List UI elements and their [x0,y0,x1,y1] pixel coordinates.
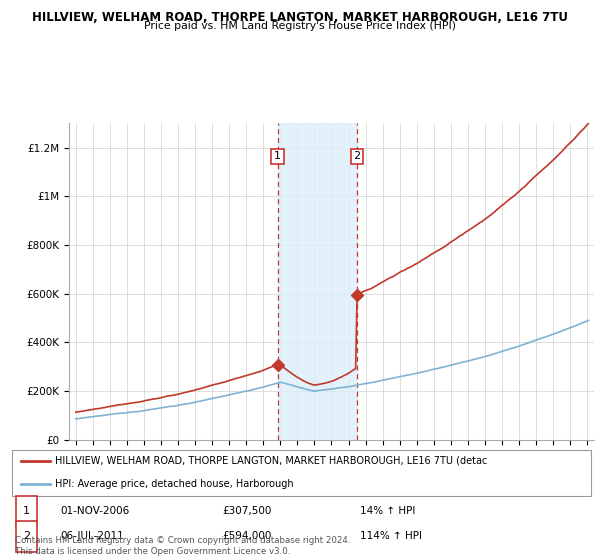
Text: 01-NOV-2006: 01-NOV-2006 [60,506,129,516]
Text: 1: 1 [274,151,281,161]
Text: 1: 1 [23,506,30,516]
Text: £594,000: £594,000 [222,531,271,542]
Text: £307,500: £307,500 [222,506,271,516]
Text: Price paid vs. HM Land Registry's House Price Index (HPI): Price paid vs. HM Land Registry's House … [144,21,456,31]
Text: 14% ↑ HPI: 14% ↑ HPI [360,506,415,516]
Text: 2: 2 [23,531,30,542]
Text: 114% ↑ HPI: 114% ↑ HPI [360,531,422,542]
Text: HILLVIEW, WELHAM ROAD, THORPE LANGTON, MARKET HARBOROUGH, LE16 7TU (detac: HILLVIEW, WELHAM ROAD, THORPE LANGTON, M… [55,456,488,466]
Bar [278,123,357,440]
Text: 2: 2 [353,151,361,161]
Text: HILLVIEW, WELHAM ROAD, THORPE LANGTON, MARKET HARBOROUGH, LE16 7TU: HILLVIEW, WELHAM ROAD, THORPE LANGTON, M… [32,11,568,24]
Text: Contains HM Land Registry data © Crown copyright and database right 2024.
This d: Contains HM Land Registry data © Crown c… [15,536,350,556]
Text: HPI: Average price, detached house, Harborough: HPI: Average price, detached house, Harb… [55,479,294,489]
Text: 06-JUL-2011: 06-JUL-2011 [60,531,124,542]
